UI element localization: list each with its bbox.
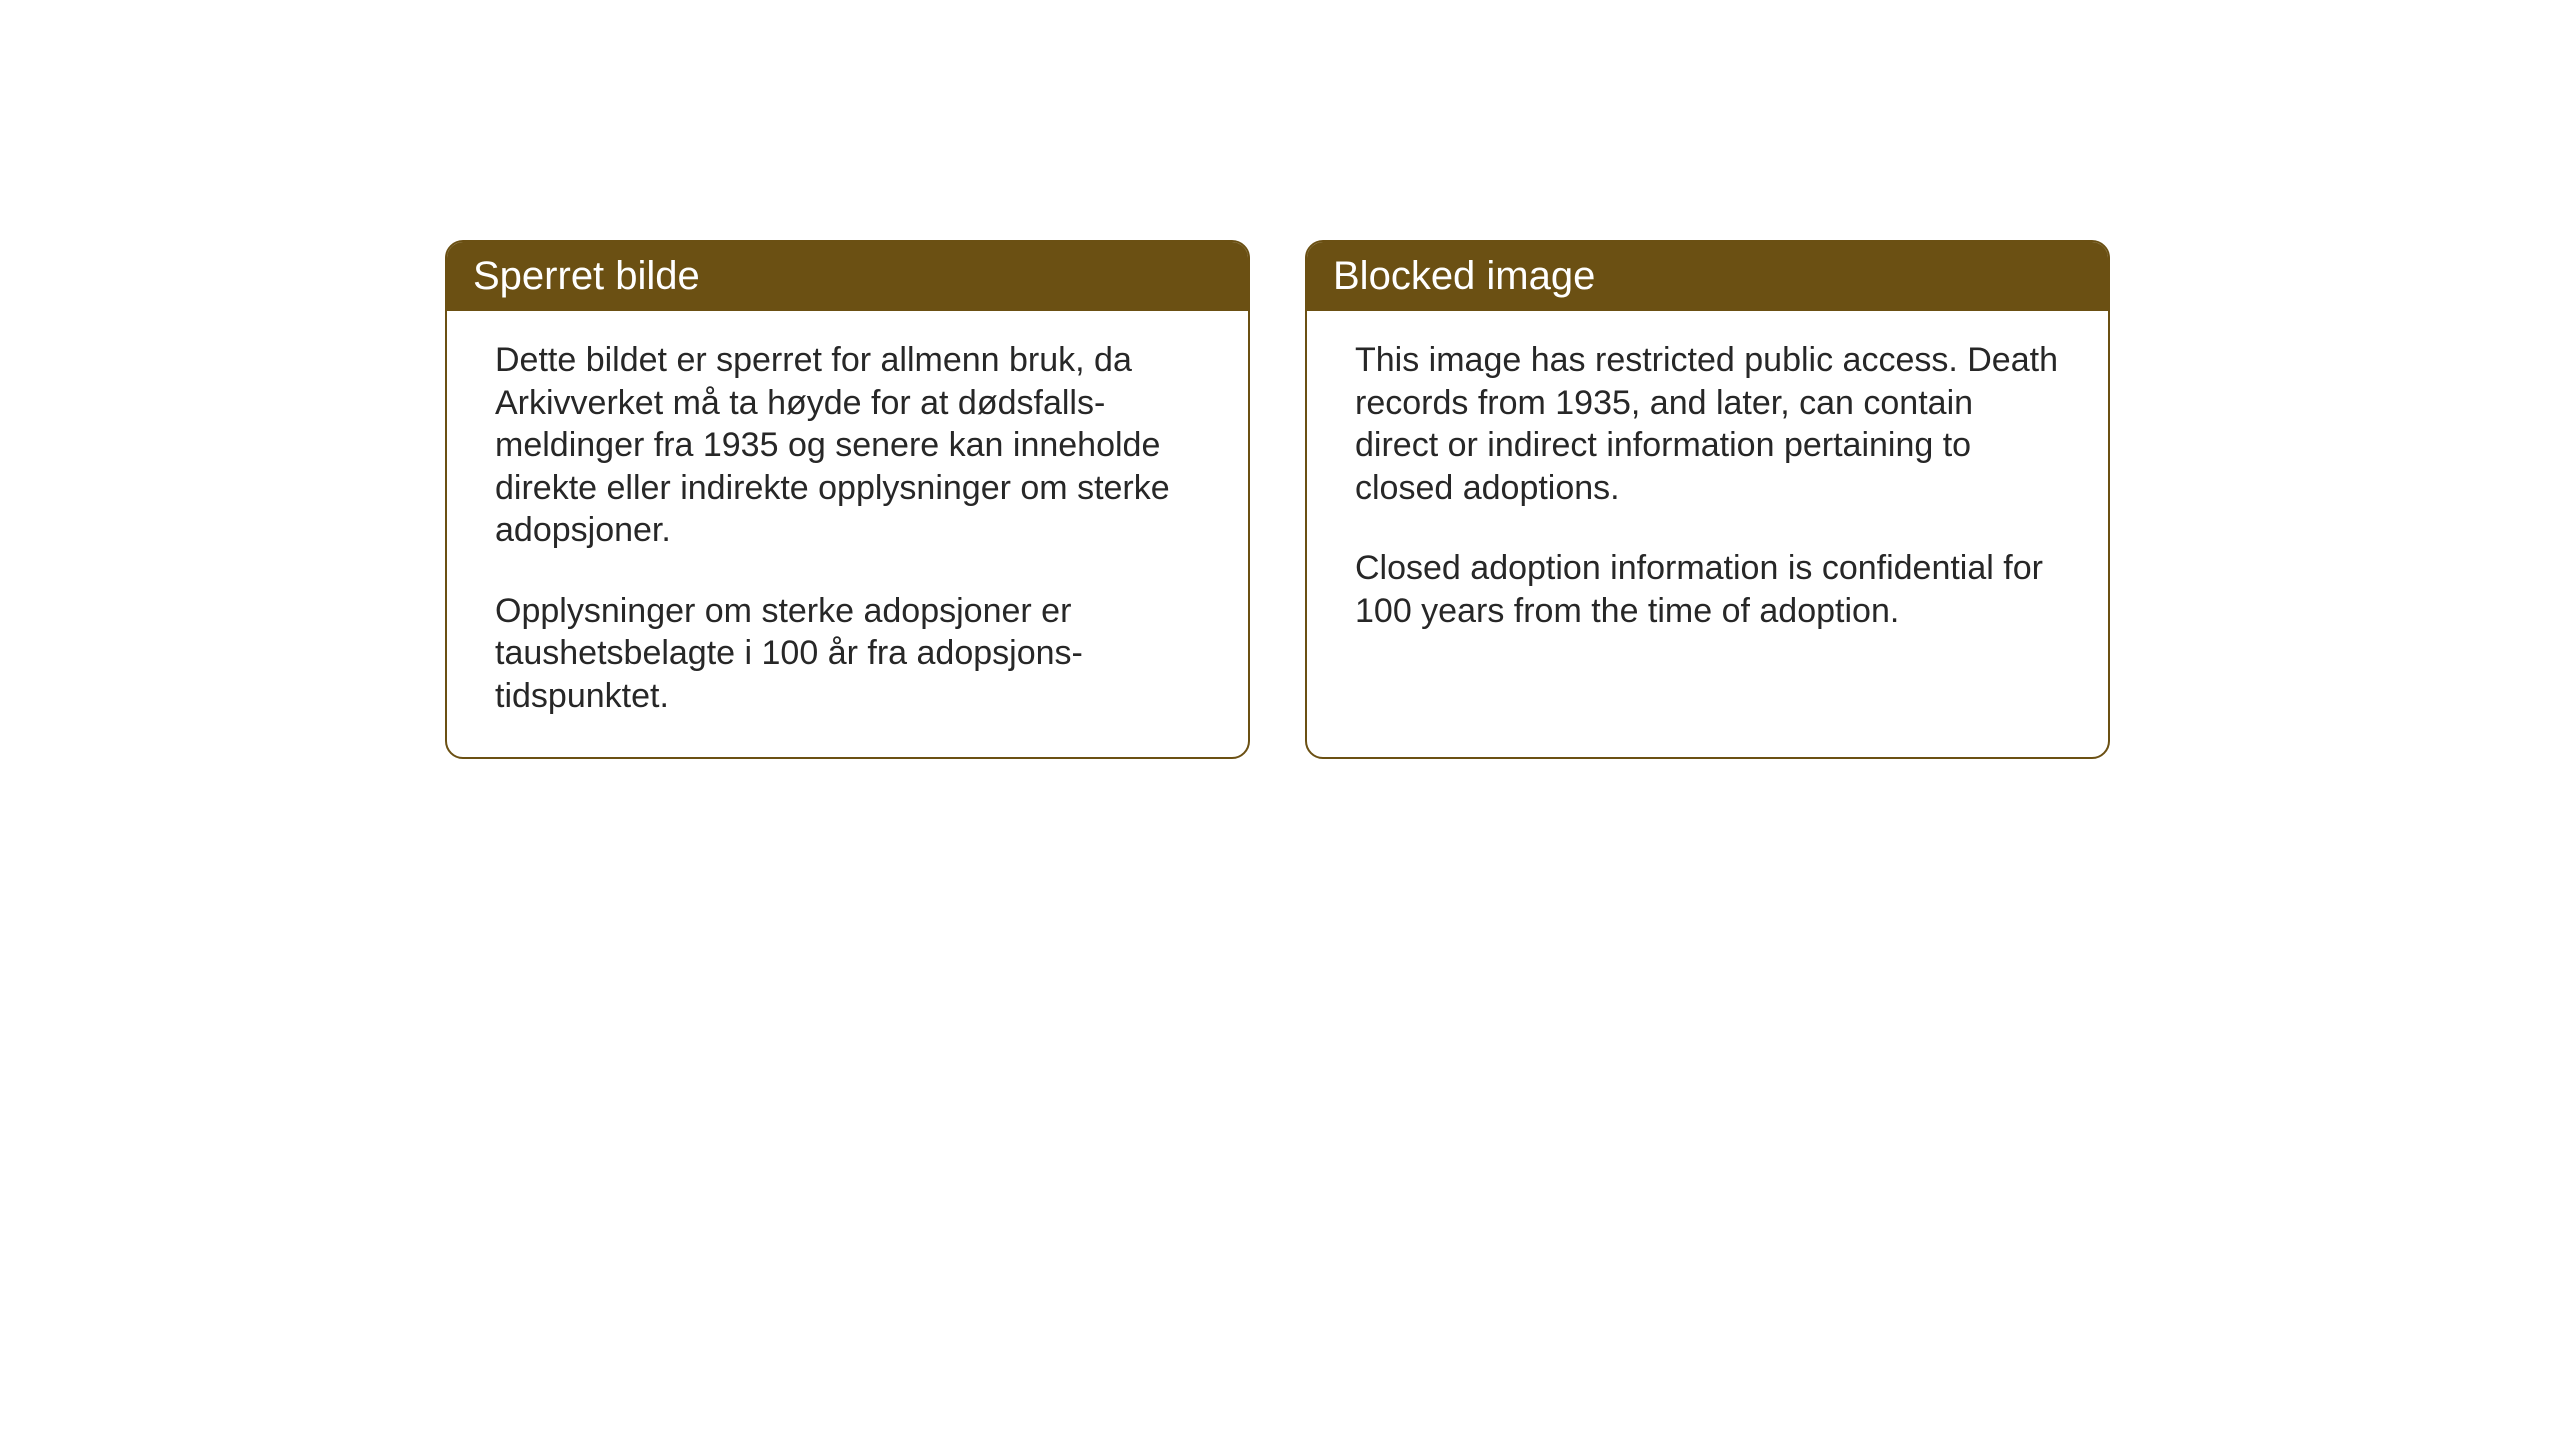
norwegian-paragraph-2: Opplysninger om sterke adopsjoner er tau… [495, 590, 1200, 718]
norwegian-card-header: Sperret bilde [447, 242, 1248, 311]
norwegian-card: Sperret bilde Dette bildet er sperret fo… [445, 240, 1250, 759]
english-card-title: Blocked image [1333, 254, 1595, 298]
english-card-body: This image has restricted public access.… [1307, 311, 2108, 749]
english-card: Blocked image This image has restricted … [1305, 240, 2110, 759]
notice-container: Sperret bilde Dette bildet er sperret fo… [445, 240, 2110, 759]
norwegian-card-body: Dette bildet er sperret for allmenn bruk… [447, 311, 1248, 757]
english-card-header: Blocked image [1307, 242, 2108, 311]
norwegian-card-title: Sperret bilde [473, 254, 700, 298]
norwegian-paragraph-1: Dette bildet er sperret for allmenn bruk… [495, 339, 1200, 552]
english-paragraph-2: Closed adoption information is confident… [1355, 547, 2060, 632]
english-paragraph-1: This image has restricted public access.… [1355, 339, 2060, 509]
